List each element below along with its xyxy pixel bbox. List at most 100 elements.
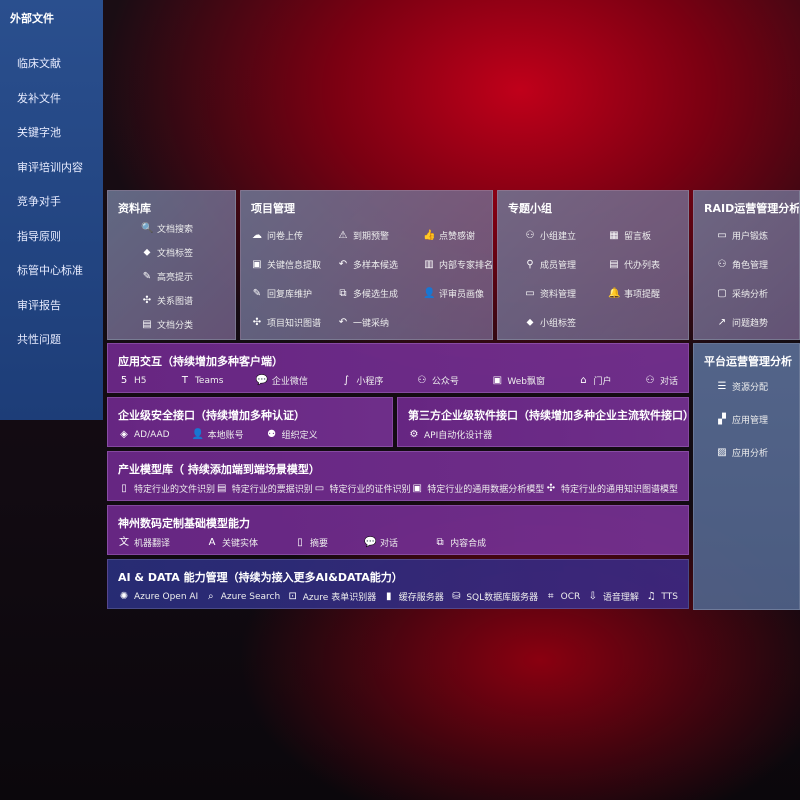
ai-item[interactable]: ⛁ SQL数据库服务器 [450, 590, 538, 604]
industry-item[interactable]: ▯ 特定行业的文件识别 [118, 482, 215, 496]
base-item[interactable]: 💬 对话 [364, 536, 398, 550]
teams-icon: T [181, 374, 189, 386]
app-item-label: 企业微信 [271, 377, 308, 387]
ai-item[interactable]: ♫ TTS [645, 591, 678, 603]
external-file-item[interactable]: 共性问题 [17, 333, 61, 346]
raid-item[interactable]: ▭ 用户锻炼 [716, 229, 769, 243]
security-item[interactable]: ⚉ 组织定义 [266, 428, 318, 442]
ai-data-panel: AI & DATA 能力管理（持续为接入更多AI&DATA能力） ✺ Azure O… [107, 559, 689, 609]
industry-item[interactable]: ✣ 特定行业的通用知识图谱模型 [545, 482, 678, 496]
project-item[interactable]: ✣ 项目知识图谱 [251, 316, 321, 330]
library-item[interactable]: ✣ 关系图谱 [141, 294, 193, 308]
group-item[interactable]: ⚲ 成员管理 [524, 258, 576, 272]
raid-item-label: 用户锻炼 [732, 232, 769, 242]
base-item[interactable]: ▯ 摘要 [294, 536, 328, 550]
project-item[interactable]: ☁ 问卷上传 [251, 229, 303, 243]
ai-item[interactable]: ▮ 缓存服务器 [383, 590, 444, 604]
platform-item[interactable]: ☰ 资源分配 [716, 380, 769, 394]
app-item[interactable]: T Teams [179, 374, 224, 387]
library-item[interactable]: ✎ 高亮提示 [141, 270, 193, 284]
reply-icon: ↶ [338, 316, 348, 328]
external-file-item[interactable]: 指导原则 [17, 229, 61, 243]
raid-item[interactable]: ⚇ 角色管理 [716, 258, 769, 272]
library-item[interactable]: ⬥ 文档标签 [141, 246, 194, 260]
apps-icon: ▞ [718, 413, 726, 425]
app-panel: 应用交互（持续增加多种客户端） 5 H5 T Teams 💬 企业微信 ∫ 小程序 ⚇ 公众号 ▣ We… [107, 343, 689, 393]
industry-item[interactable]: ▣ 特定行业的通用数据分析模型 [411, 482, 544, 496]
app-item[interactable]: 💬 企业微信 [256, 374, 308, 388]
thirdparty-title: 第三方企业级软件接口（持续增加多种企业主流软件接口） [408, 409, 689, 422]
library-item[interactable]: ▤ 文档分类 [141, 318, 194, 332]
app-item[interactable]: ⚇ 公众号 [416, 374, 459, 388]
group-item[interactable]: ▭ 资料管理 [524, 287, 576, 301]
project-item[interactable]: 👤 评审员画像 [423, 287, 484, 301]
raid-item-label: 问题趋势 [732, 319, 769, 329]
external-file-item[interactable]: 审评培训内容 [17, 160, 83, 174]
industry-item[interactable]: ▤ 特定行业的票据识别 [216, 482, 313, 496]
group-item-label: 代办列表 [624, 261, 661, 271]
ai-item[interactable]: ⊡ Azure 表单识别器 [287, 590, 377, 604]
group-item-label: 小组建立 [540, 232, 577, 242]
project-item[interactable]: ↶ 多样本候选 [337, 258, 398, 272]
library-item-label: 文档分类 [157, 321, 194, 331]
external-file-item[interactable]: 竞争对手 [17, 195, 61, 208]
security-item[interactable]: 👤 本地账号 [192, 428, 244, 442]
doc-icon: ▯ [297, 536, 303, 548]
app-item[interactable]: ⌂ 门户 [577, 374, 611, 388]
openai-icon: ✺ [119, 590, 129, 602]
raid-item[interactable]: ↗ 问题趋势 [716, 316, 769, 330]
doc-icon: ▯ [121, 482, 127, 494]
graph-icon: ✣ [546, 482, 556, 494]
ai-item[interactable]: ⌕ Azure Search [205, 591, 280, 603]
group-item[interactable]: ▤ 代办列表 [608, 258, 661, 272]
platform-item[interactable]: ▨ 应用分析 [716, 446, 769, 460]
external-files-panel: 外部文件 临床文献发补文件关键字池审评培训内容 竞争对手指导原则标管中心标准 审评报… [0, 0, 103, 420]
library-panel: 资料库 🔍 文档搜索 ⬥ 文档标签 ✎ 高亮提示 ✣ 关系图谱 ▤ 文档分类 [107, 190, 236, 340]
external-file-item[interactable]: 标管中心标准 [17, 264, 83, 277]
base-model-panel: 神州数码定制基础模型能力文机器翻译 A 关键实体 ▯ 摘要 💬 对话 ⧉ 内容合成 [107, 505, 689, 555]
app-item[interactable]: ∫ 小程序 [340, 374, 384, 388]
users-icon: ⚇ [717, 258, 727, 270]
project-item[interactable]: ↶ 一键采纳 [337, 316, 389, 330]
external-files-title: 外部文件 [10, 12, 54, 25]
base-item[interactable]: 文机器翻译 [118, 536, 170, 550]
project-item[interactable]: ⚠ 到期预警 [337, 229, 390, 243]
base-item-label: 内容合成 [450, 539, 487, 549]
app-item[interactable]: ▣ Web飘窗 [491, 374, 545, 388]
app-item-label: 小程序 [356, 377, 384, 387]
project-item[interactable]: 👍 点赞感谢 [423, 229, 475, 243]
security-title: 企业级安全接口（持续增加多种认证） [118, 409, 305, 422]
project-item[interactable]: ✎ 回复库维护 [251, 287, 312, 301]
group-title: 专题小组 [508, 202, 552, 215]
project-item-label: 到期预警 [353, 232, 390, 242]
library-item[interactable]: 🔍 文档搜索 [141, 222, 193, 236]
project-item[interactable]: ▣ 关键信息提取 [251, 258, 321, 272]
project-item[interactable]: ▥ 内部专家排名 [423, 258, 492, 272]
group-item[interactable]: ▦ 留言板 [608, 229, 651, 243]
thirdparty-item[interactable]: ⚙ API自动化设计器 [408, 428, 493, 442]
group-item[interactable]: ⬥ 小组标签 [524, 316, 577, 330]
group-item[interactable]: 🔔 事项提醒 [608, 287, 660, 301]
platform-item-label: 应用分析 [732, 449, 769, 459]
security-item[interactable]: ◈ AD/AAD [118, 429, 169, 441]
ai-item[interactable]: ⇩ 语音理解 [587, 590, 639, 604]
external-file-item[interactable]: 临床文献 [17, 57, 61, 70]
base-item[interactable]: A 关键实体 [206, 536, 258, 550]
library-item-label: 文档标签 [157, 249, 194, 259]
platform-item[interactable]: ▞ 应用管理 [716, 413, 768, 427]
puzzle-icon: ⧉ [436, 536, 444, 548]
raid-item[interactable]: ▢ 采纳分析 [716, 287, 768, 301]
ai-item[interactable]: ⌗ OCR [545, 591, 580, 603]
app-item[interactable]: 5 H5 [118, 375, 147, 387]
external-file-item[interactable]: 审评报告 [17, 298, 61, 312]
base-item[interactable]: ⧉ 内容合成 [434, 536, 487, 550]
form-icon: ⊡ [288, 590, 297, 602]
external-file-item[interactable]: 发补文件 [17, 91, 61, 105]
app-item[interactable]: ⚇ 对话 [644, 374, 678, 388]
external-file-item[interactable]: 关键字池 [17, 126, 61, 139]
industry-item[interactable]: ▭ 特定行业的证件识别 [313, 482, 411, 496]
ai-item[interactable]: ✺ Azure Open AI [118, 591, 198, 603]
translate-icon: 文 [119, 536, 129, 548]
project-item[interactable]: ⧉ 多候选生成 [337, 287, 398, 301]
group-item[interactable]: ⚇ 小组建立 [524, 229, 577, 243]
